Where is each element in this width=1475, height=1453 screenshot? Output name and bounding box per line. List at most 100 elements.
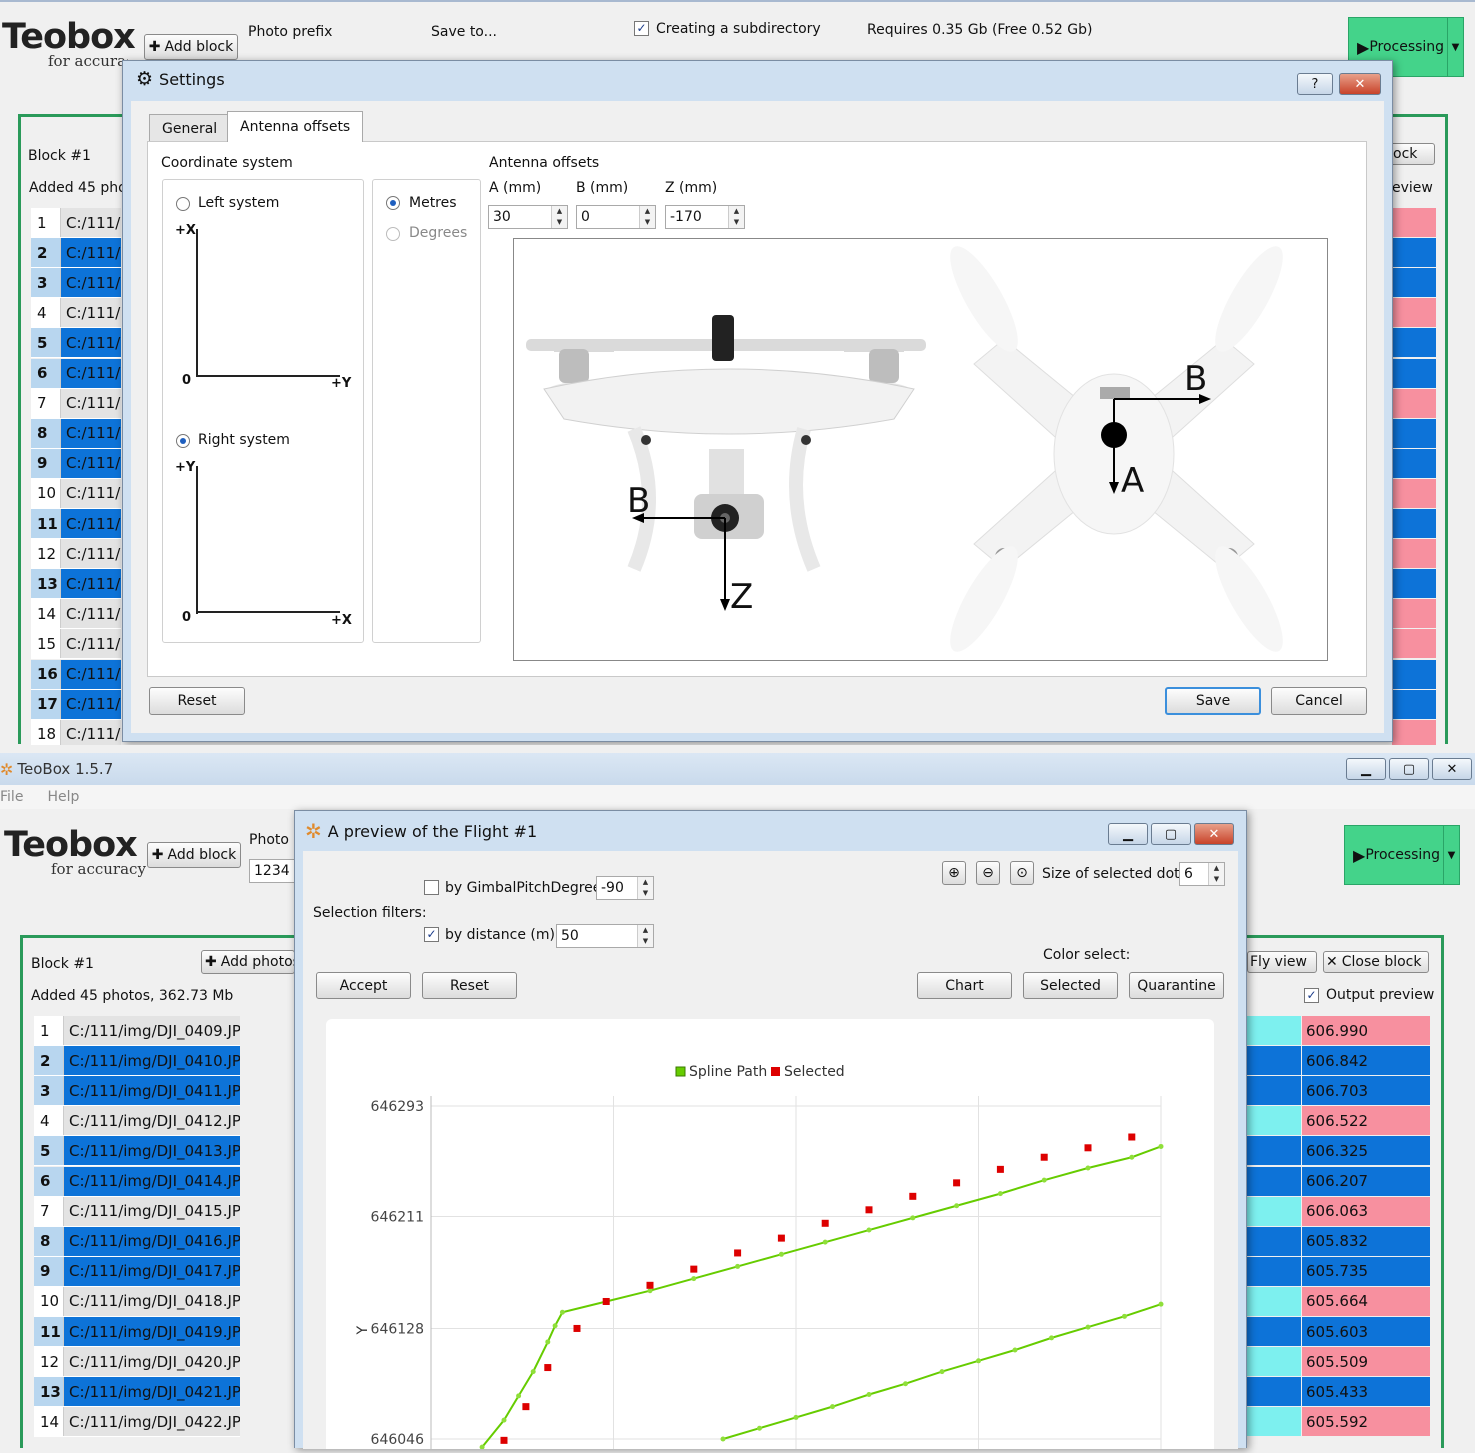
- size-dots-input[interactable]: 6 ▲ ▼: [1179, 862, 1225, 886]
- spin-arrows-icon[interactable]: ▲ ▼: [639, 206, 655, 228]
- settings-close-button[interactable]: ✕: [1339, 73, 1381, 95]
- fly-view-button[interactable]: Fly view: [1247, 951, 1317, 973]
- distance-value-input[interactable]: 50 ▲ ▼: [556, 924, 654, 948]
- cell-strip: [1247, 1347, 1301, 1377]
- spin-arrows-icon[interactable]: ▲ ▼: [728, 206, 744, 228]
- table-row[interactable]: 7 C:/111/img/DJI_0415.JPG: [34, 1196, 240, 1227]
- table-row[interactable]: 6 C:/111/i: [31, 358, 121, 389]
- distance-filter-checkbox[interactable]: ✓: [424, 927, 439, 942]
- spin-arrows-icon[interactable]: ▲ ▼: [551, 206, 567, 228]
- metres-radio[interactable]: [386, 196, 400, 210]
- menu-help[interactable]: Help: [47, 789, 80, 805]
- quarantine-color-button[interactable]: Quarantine: [1129, 972, 1224, 999]
- table-row[interactable]: 17 C:/111/i: [31, 689, 121, 720]
- cell-strip: [1247, 1166, 1301, 1196]
- accept-button[interactable]: Accept: [316, 972, 411, 999]
- table-row[interactable]: 2 C:/111/img/DJI_0410.JPG: [34, 1046, 240, 1077]
- close-block-button[interactable]: ✕ Close block: [1323, 951, 1429, 973]
- settings-titlebar[interactable]: ⚙ Settings: [123, 61, 1392, 97]
- spin-arrows-icon[interactable]: ▲ ▼: [1208, 863, 1224, 885]
- table-row[interactable]: 3 C:/111/img/DJI_0411.JPG: [34, 1076, 240, 1107]
- preview-maximize-button[interactable]: ▢: [1151, 823, 1191, 845]
- table-row[interactable]: 6 C:/111/img/DJI_0414.JPG: [34, 1166, 240, 1197]
- zoom-in-button[interactable]: ⊕: [942, 861, 966, 885]
- settings-save-button[interactable]: Save: [1165, 687, 1261, 715]
- table-row[interactable]: 15 C:/111/i: [31, 629, 121, 660]
- zoom-out-button[interactable]: ⊖: [976, 861, 1000, 885]
- table-row[interactable]: 12 C:/111/i: [31, 539, 121, 570]
- selection-filters-label: Selection filters:: [313, 905, 427, 921]
- spin-arrows-icon[interactable]: ▲ ▼: [637, 925, 653, 947]
- table-row[interactable]: 8 C:/111/i: [31, 418, 121, 449]
- table-row[interactable]: 4 C:/111/img/DJI_0412.JPG: [34, 1106, 240, 1137]
- add-photos-button[interactable]: ✚ Add photos: [201, 950, 300, 974]
- table-row[interactable]: 11 C:/111/i: [31, 509, 121, 539]
- top-right-block-button[interactable]: ock: [1380, 143, 1435, 165]
- table-row[interactable]: 1 C:/111/img/DJI_0409.JPG: [34, 1016, 240, 1046]
- b-offset-input[interactable]: 0 ▲ ▼: [576, 205, 656, 229]
- table-row[interactable]: 5 C:/111/i: [31, 328, 121, 359]
- tab-antenna-offsets[interactable]: Antenna offsets: [227, 111, 364, 142]
- spline-point: [866, 1392, 872, 1398]
- chart-button[interactable]: Chart: [917, 972, 1012, 999]
- table-row[interactable]: 4 C:/111/i: [31, 298, 121, 329]
- selected-color-button[interactable]: Selected: [1023, 972, 1118, 999]
- main-minimize-button[interactable]: ▁: [1346, 758, 1386, 780]
- help-button[interactable]: ?: [1297, 73, 1333, 95]
- table-row[interactable]: 9 C:/111/img/DJI_0417.JPG: [34, 1256, 240, 1287]
- table-row[interactable]: 14 C:/111/img/DJI_0422.JPG: [34, 1407, 240, 1438]
- main-photo-prefix-input[interactable]: 1234: [249, 859, 299, 883]
- spin-arrows-icon[interactable]: ▲ ▼: [637, 877, 653, 899]
- dropdown-arrow-icon[interactable]: ▼: [1447, 18, 1463, 76]
- tab-general[interactable]: General: [149, 114, 231, 142]
- main-close-button[interactable]: ✕: [1432, 758, 1472, 780]
- preview-minimize-button[interactable]: ▁: [1108, 823, 1148, 845]
- gimbal-value-input[interactable]: -90 ▲ ▼: [596, 876, 654, 900]
- spline-point: [976, 1358, 981, 1364]
- z-offset-input[interactable]: -170 ▲ ▼: [665, 205, 745, 229]
- left-system-radio[interactable]: [176, 197, 190, 211]
- main-titlebar[interactable]: ✲ TeoBox 1.5.7: [0, 753, 1475, 785]
- settings-reset-button[interactable]: Reset: [149, 687, 245, 715]
- y-tick-label: 646293: [371, 1099, 424, 1115]
- close-icon: ✕: [1446, 761, 1458, 777]
- table-row[interactable]: 5 C:/111/img/DJI_0413.JPG: [34, 1136, 240, 1167]
- gimbal-filter-checkbox[interactable]: [424, 880, 439, 895]
- settings-title: Settings: [159, 69, 225, 89]
- table-row[interactable]: 12 C:/111/img/DJI_0420.JPG: [34, 1347, 240, 1378]
- output-preview-checkbox[interactable]: ✓: [1304, 988, 1319, 1003]
- table-row[interactable]: 10 C:/111/i: [31, 478, 121, 509]
- table-row[interactable]: 13 C:/111/i: [31, 569, 121, 600]
- zoom-fit-button[interactable]: ⊙: [1010, 861, 1034, 885]
- main-processing-button[interactable]: ▶ Processing ▼: [1344, 825, 1460, 885]
- flight-path-chart[interactable]: 646293 646211 646128 646046 Y Spline Path Sele…: [326, 1019, 1214, 1450]
- table-row[interactable]: 10 C:/111/img/DJI_0418.JPG: [34, 1286, 240, 1317]
- top-add-block-button[interactable]: ✚ Add block: [144, 34, 238, 60]
- table-row[interactable]: 16 C:/111/i: [31, 659, 121, 690]
- metres-label: Metres: [409, 195, 457, 211]
- spline-point: [903, 1381, 908, 1387]
- table-row[interactable]: 8 C:/111/img/DJI_0416.JPG: [34, 1226, 240, 1257]
- preview-titlebar[interactable]: ✲ A preview of the Flight #1: [295, 811, 1246, 851]
- preview-reset-button[interactable]: Reset: [422, 972, 517, 999]
- main-add-block-button[interactable]: ✚ Add block: [147, 842, 241, 868]
- table-row[interactable]: 9 C:/111/i: [31, 448, 121, 479]
- main-maximize-button[interactable]: ▢: [1389, 758, 1429, 780]
- degrees-radio[interactable]: [386, 227, 400, 241]
- right-system-radio[interactable]: [176, 434, 190, 448]
- table-row[interactable]: 13 C:/111/img/DJI_0421.JPG: [34, 1377, 240, 1408]
- table-row[interactable]: 14 C:/111/i: [31, 599, 121, 630]
- dropdown-arrow-icon[interactable]: ▼: [1443, 826, 1459, 884]
- menu-file[interactable]: File: [0, 789, 24, 805]
- row-file-path: C:/111/img/DJI_0412.JPG: [64, 1106, 240, 1136]
- table-row[interactable]: 11 C:/111/img/DJI_0419.JPG: [34, 1317, 240, 1347]
- preview-close-button[interactable]: ✕: [1194, 823, 1234, 845]
- table-row[interactable]: 3 C:/111/i: [31, 268, 121, 299]
- top-subdir-checkbox[interactable]: ✓: [634, 21, 649, 36]
- table-row[interactable]: 18C:/111/img/DJI_0426.JPG: [31, 719, 121, 750]
- settings-cancel-button[interactable]: Cancel: [1271, 687, 1367, 715]
- table-row[interactable]: 2 C:/111/i: [31, 238, 121, 269]
- table-row[interactable]: 1 C:/111/i: [31, 208, 121, 238]
- a-offset-input[interactable]: 30 ▲ ▼: [488, 205, 568, 229]
- table-row[interactable]: 7 C:/111/i: [31, 388, 121, 419]
